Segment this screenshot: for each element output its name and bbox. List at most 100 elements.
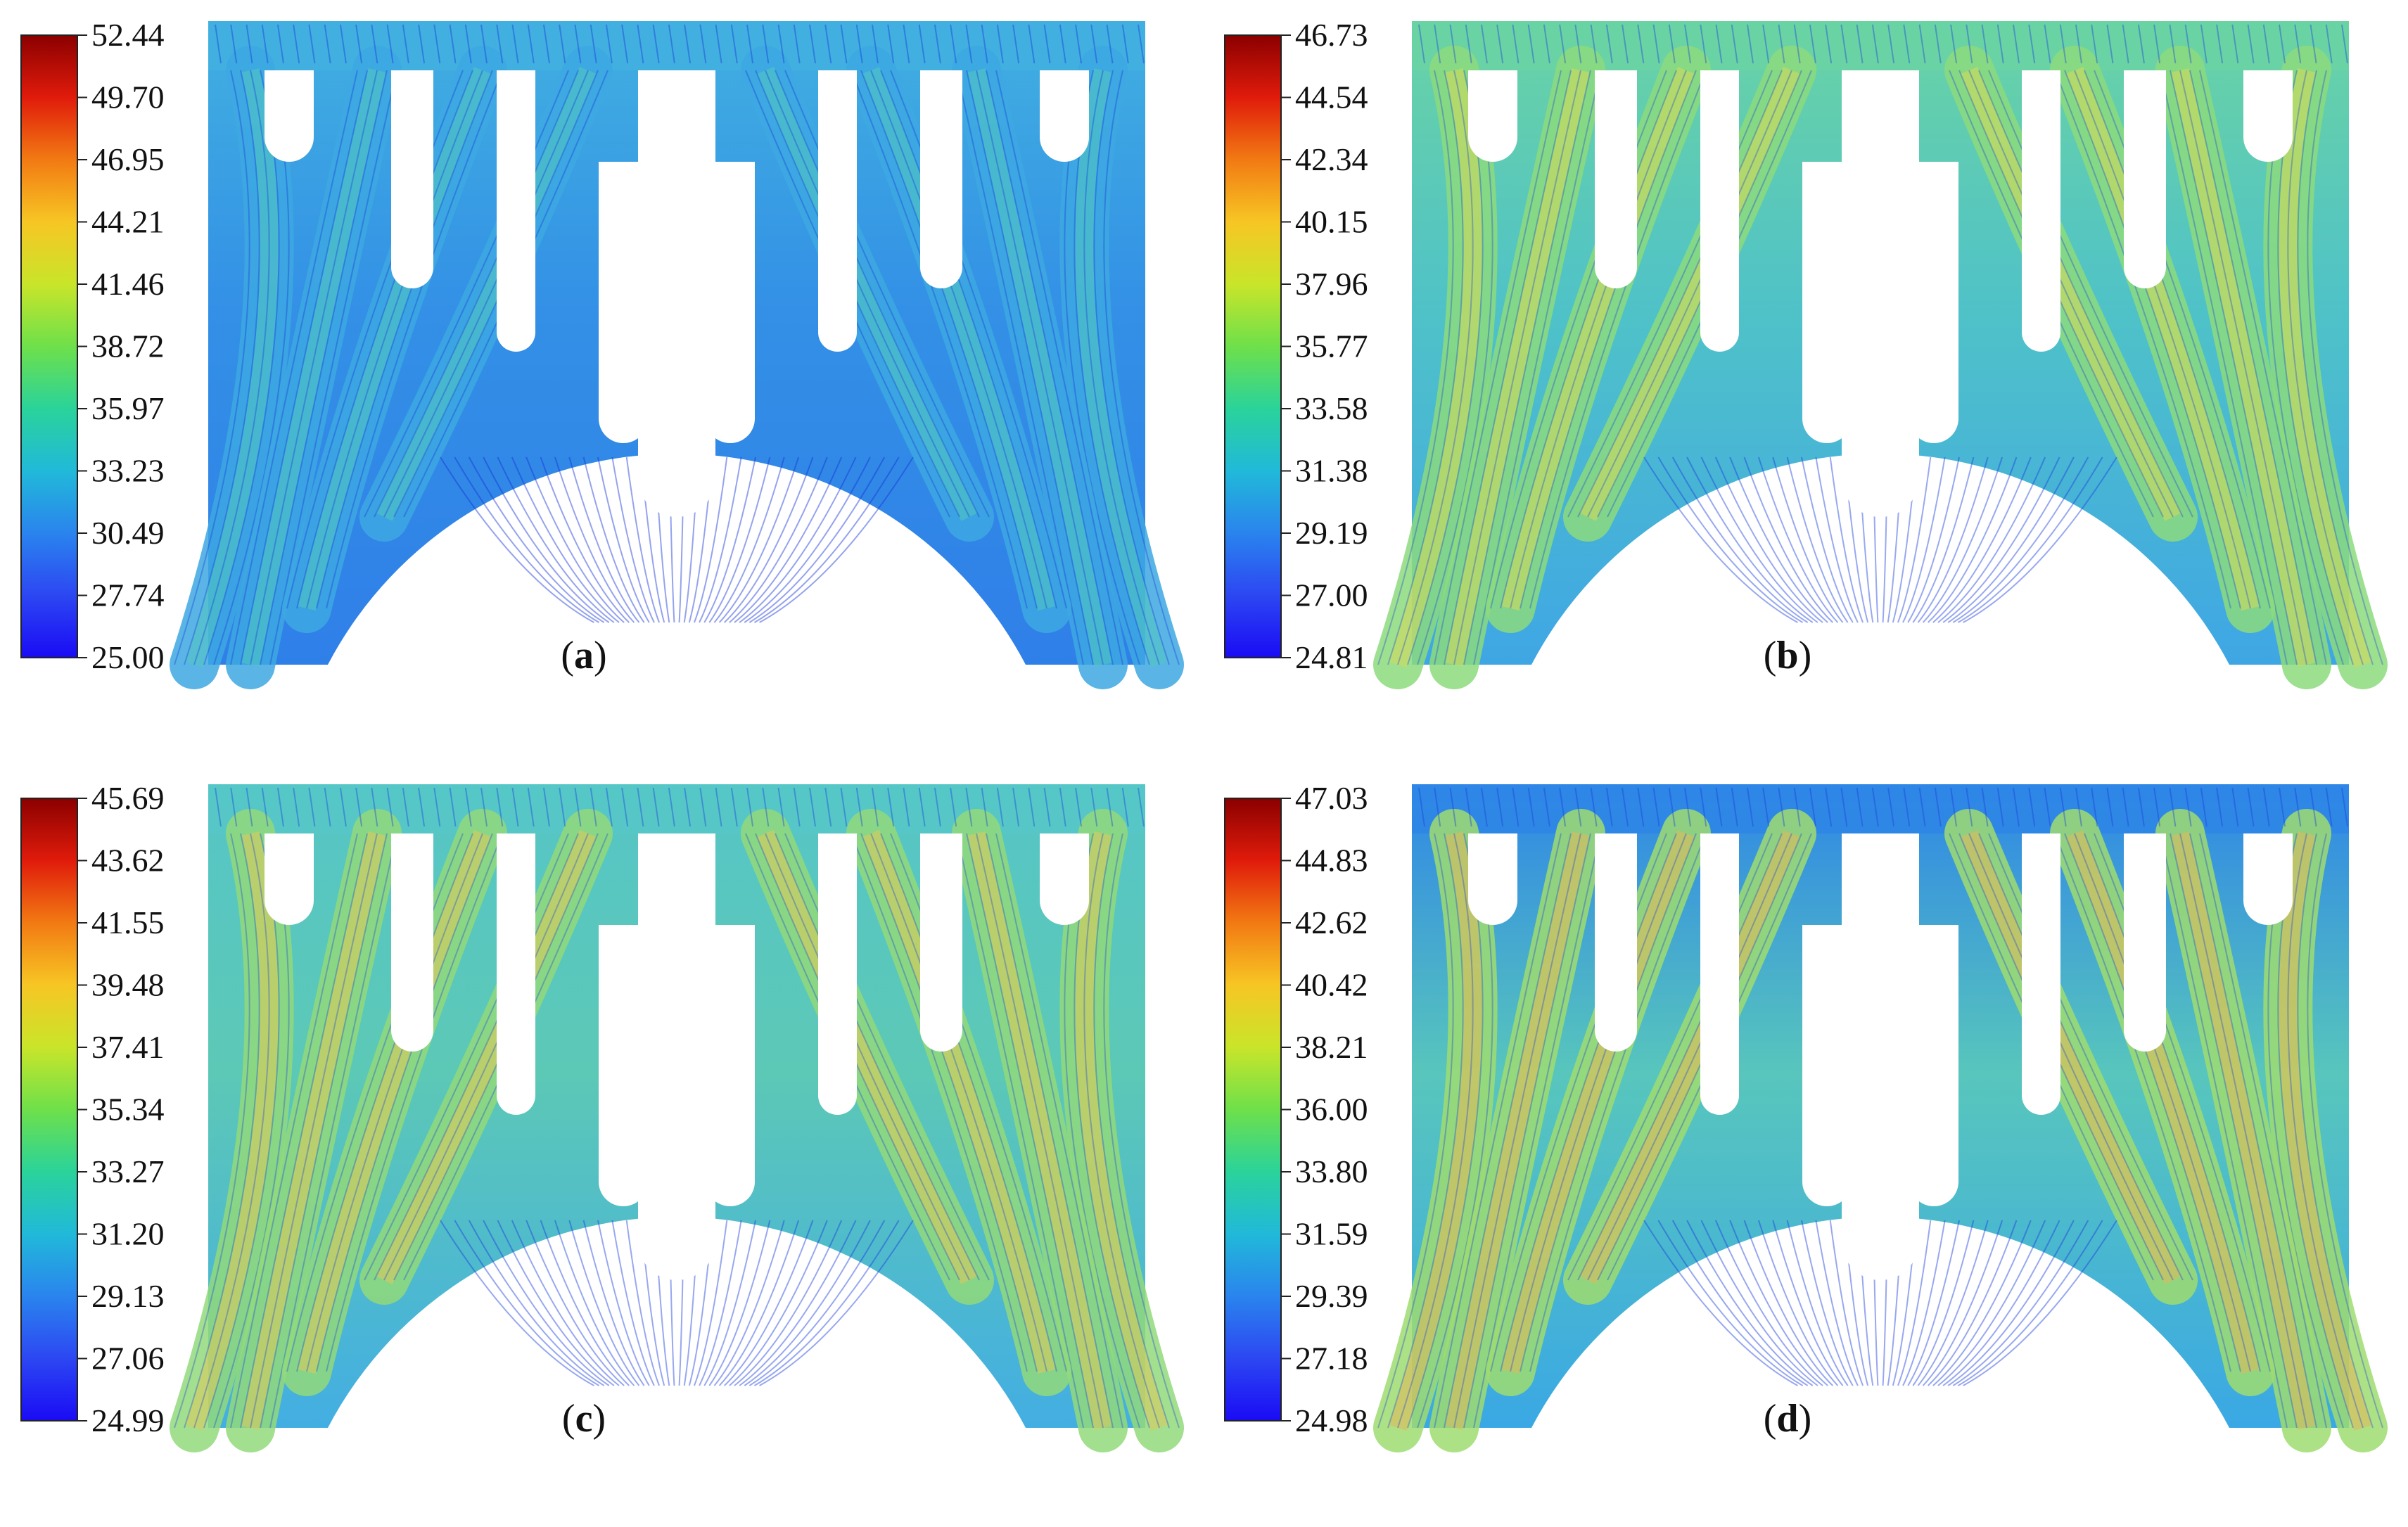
streamline — [1762, 24, 1770, 64]
streamline — [684, 24, 692, 64]
streamline — [511, 456, 620, 623]
streamline — [748, 456, 886, 623]
streamline — [440, 1220, 594, 1386]
streamline — [784, 70, 990, 518]
central-slot — [1842, 833, 1919, 1280]
streamline — [765, 833, 970, 1281]
streamline — [1520, 70, 1697, 609]
colorbar-tick-label: 29.13 — [91, 1278, 165, 1314]
streamline — [374, 833, 579, 1281]
solid-rib — [2022, 833, 2060, 1115]
streamline — [1772, 456, 1844, 623]
streamline — [324, 787, 331, 827]
central-slot — [638, 70, 715, 517]
streamline — [2169, 24, 2177, 64]
solid-rib — [2124, 833, 2166, 1052]
solid-rib — [818, 833, 857, 1115]
streamline — [1922, 1220, 2004, 1386]
streamline — [871, 24, 879, 64]
colorbar-tick-label: 25.00 — [91, 639, 165, 675]
streamline — [1829, 456, 1864, 623]
colorbar-tick-label: 31.59 — [1295, 1216, 1368, 1252]
streamline — [851, 833, 1028, 1372]
solid-rib — [1909, 925, 1958, 1206]
streamline — [621, 24, 629, 64]
streamline — [1652, 24, 1660, 64]
streamline — [1996, 787, 2004, 827]
channel-hotspot — [1579, 67, 1801, 521]
temperature-field — [170, 21, 1184, 689]
streamline — [540, 456, 630, 623]
streamline — [269, 833, 397, 1429]
streamline — [1714, 456, 1823, 623]
streamline — [1922, 456, 2004, 623]
streamline — [454, 456, 600, 623]
streamline — [2231, 787, 2239, 827]
streamline — [824, 787, 832, 827]
streamline — [2307, 70, 2383, 665]
streamline — [1028, 24, 1036, 64]
streamline — [1887, 787, 1895, 827]
streamline — [386, 787, 394, 827]
channel-hotspot — [1389, 68, 1482, 667]
streamline — [2184, 787, 2192, 827]
streamline — [775, 833, 980, 1281]
streamline — [1453, 833, 1581, 1429]
solid-rib — [706, 162, 755, 443]
streamline — [1567, 70, 1773, 518]
streamline — [699, 787, 707, 827]
streamline — [1825, 787, 1833, 827]
streamline — [1963, 456, 2117, 623]
streamline — [1932, 1220, 2032, 1386]
streamline — [1605, 787, 1613, 827]
streamline — [1793, 24, 1801, 64]
streamline — [880, 833, 1057, 1372]
streamline — [2044, 24, 2051, 64]
streamline — [1500, 70, 1677, 609]
streamline — [746, 787, 754, 827]
channel-hotspot — [756, 67, 978, 521]
streamline — [511, 1220, 620, 1386]
streamline — [1907, 456, 1960, 623]
streamline — [1637, 787, 1645, 827]
streamline — [1387, 70, 1464, 665]
streamline — [724, 1220, 814, 1386]
solid-rib — [1040, 833, 1089, 925]
streamline — [762, 24, 770, 64]
channel-hotspot — [185, 831, 279, 1431]
streamline — [230, 70, 358, 665]
streamline — [184, 833, 260, 1429]
streamline — [1622, 787, 1629, 827]
streamline — [694, 456, 728, 623]
streamline — [480, 24, 488, 64]
streamline — [1963, 1220, 2117, 1386]
streamline — [527, 787, 535, 827]
solid-rib — [1040, 70, 1089, 162]
streamline — [2341, 24, 2348, 64]
streamline — [1731, 24, 1738, 64]
solid-rib — [2243, 70, 2293, 162]
streamline — [316, 70, 493, 609]
streamline — [2310, 787, 2317, 827]
channel-hotspot — [1960, 830, 2181, 1284]
streamline — [440, 456, 594, 623]
streamline — [1567, 833, 1773, 1281]
streamline — [525, 1220, 625, 1386]
streamline — [1942, 1220, 2060, 1386]
streamline — [965, 787, 973, 827]
streamline — [1465, 24, 1472, 64]
streamline — [2325, 787, 2333, 827]
streamline — [1496, 24, 1504, 64]
streamline — [739, 456, 857, 623]
colorbar-tick-label: 43.62 — [91, 843, 165, 878]
streamline — [1577, 70, 1783, 518]
streamline — [371, 24, 378, 64]
streamline — [527, 24, 535, 64]
streamline — [1138, 787, 1145, 827]
streamline — [193, 833, 270, 1429]
streamline — [1590, 787, 1598, 827]
colorbar-tick-label: 31.20 — [91, 1216, 165, 1252]
streamline — [1449, 24, 1457, 64]
solid-rib — [920, 833, 962, 1052]
streamline — [1449, 787, 1457, 827]
